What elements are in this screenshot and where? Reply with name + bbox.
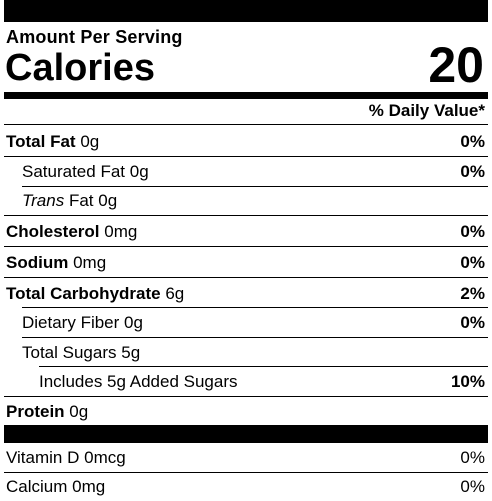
total-fat-dv: 0% (460, 132, 485, 151)
saturated-fat-dv: 0% (460, 162, 485, 181)
row-vitamin-d: Vitamin D 0mcg 0% (6, 443, 485, 472)
protein-divider-bar (4, 425, 488, 443)
divider (22, 307, 488, 308)
total-sugars-name: Total Sugars (22, 343, 117, 362)
calcium-dv: 0% (460, 477, 485, 496)
sodium-dv: 0% (460, 253, 485, 272)
divider (22, 337, 488, 338)
dietary-fiber-name: Dietary Fiber (22, 313, 120, 332)
saturated-fat-name: Saturated Fat (22, 162, 126, 181)
row-trans-fat: Trans Fat 0g (22, 186, 485, 215)
total-carbohydrate-name: Total Carbohydrate (6, 284, 161, 303)
calories-value: 20 (428, 37, 484, 93)
cholesterol-name: Cholesterol (6, 222, 100, 241)
row-total-fat: Total Fat 0g 0% (6, 127, 485, 156)
total-fat-name: Total Fat (6, 132, 76, 151)
sodium-name: Sodium (6, 253, 69, 272)
total-fat-amount: 0g (80, 132, 100, 151)
divider (39, 366, 488, 367)
calcium-amount: 0mg (72, 477, 106, 496)
trans-fat-amount: 0g (98, 191, 118, 210)
row-sodium: Sodium 0mg 0% (6, 248, 485, 277)
cholesterol-amount: 0mg (104, 222, 138, 241)
divider (4, 246, 488, 247)
divider (4, 156, 488, 157)
nutrition-facts-label: Amount Per Serving Calories 20 % Daily V… (4, 0, 488, 500)
trans-fat-name: Trans (22, 191, 65, 210)
protein-amount: 0g (69, 402, 89, 421)
saturated-fat-amount: 0g (129, 162, 149, 181)
calories-divider-bar (4, 92, 488, 99)
amount-per-serving: Amount Per Serving (6, 27, 183, 47)
row-added-sugars: Includes 5g Added Sugars 10% (39, 367, 485, 396)
trans-fat-rest: Fat (68, 191, 94, 210)
total-carbohydrate-dv: 2% (460, 284, 485, 303)
total-carbohydrate-amount: 6g (165, 284, 185, 303)
vitamin-d-dv: 0% (460, 448, 485, 467)
divider (4, 472, 488, 473)
row-total-sugars: Total Sugars 5g (22, 338, 485, 367)
dietary-fiber-dv: 0% (460, 313, 485, 332)
divider (4, 277, 488, 278)
total-sugars-amount: 5g (121, 343, 141, 362)
vitamin-d-amount: 0mcg (84, 448, 126, 467)
divider (22, 186, 488, 187)
added-sugars-dv: 10% (450, 372, 485, 391)
calcium-name: Calcium (6, 477, 68, 496)
divider (4, 396, 488, 397)
divider (4, 124, 488, 125)
divider (4, 215, 488, 216)
row-cholesterol: Cholesterol 0mg 0% (6, 217, 485, 246)
added-sugars-text: Includes 5g Added Sugars (39, 372, 238, 391)
row-protein: Protein 0g (6, 397, 485, 426)
sodium-amount: 0mg (73, 253, 107, 272)
vitamin-d-name: Vitamin D (6, 448, 80, 467)
row-dietary-fiber: Dietary Fiber 0g 0% (22, 308, 485, 337)
top-black-bar (4, 0, 488, 22)
calories-label: Calories (5, 47, 155, 89)
daily-value-header: % Daily Value* (368, 101, 485, 120)
row-saturated-fat: Saturated Fat 0g 0% (22, 157, 485, 186)
row-total-carbohydrate: Total Carbohydrate 6g 2% (6, 279, 485, 308)
protein-name: Protein (6, 402, 65, 421)
row-calcium: Calcium 0mg 0% (6, 472, 485, 501)
dietary-fiber-amount: 0g (124, 313, 143, 332)
cholesterol-dv: 0% (460, 222, 485, 241)
